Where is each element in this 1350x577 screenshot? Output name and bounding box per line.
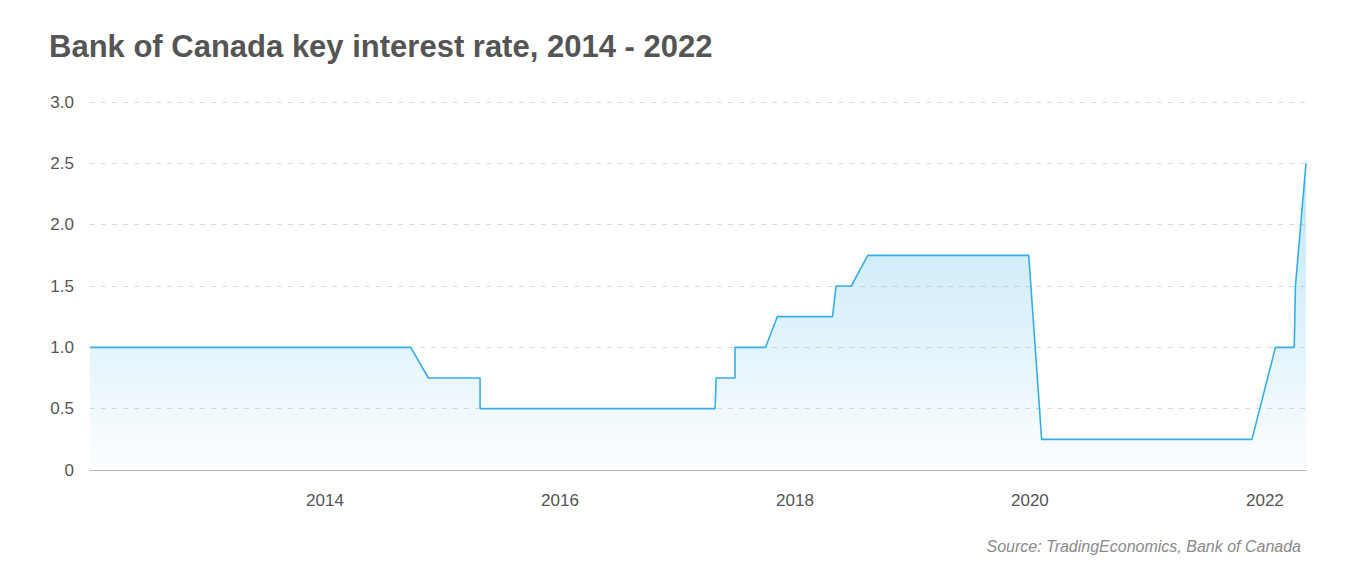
svg-text:0: 0 xyxy=(65,461,74,480)
svg-text:3.0: 3.0 xyxy=(50,93,74,112)
svg-text:1.0: 1.0 xyxy=(50,338,74,357)
svg-text:Source: TradingEconomics, Bank: Source: TradingEconomics, Bank of Canada xyxy=(986,538,1301,555)
svg-text:2.5: 2.5 xyxy=(50,154,74,173)
svg-text:2014: 2014 xyxy=(306,491,344,510)
svg-text:2022: 2022 xyxy=(1246,491,1284,510)
svg-text:0.5: 0.5 xyxy=(50,399,74,418)
svg-text:2018: 2018 xyxy=(776,491,814,510)
svg-text:1.5: 1.5 xyxy=(50,277,74,296)
svg-text:2.0: 2.0 xyxy=(50,215,74,234)
svg-text:2020: 2020 xyxy=(1011,491,1049,510)
svg-text:Bank of Canada key interest ra: Bank of Canada key interest rate, 2014 -… xyxy=(49,29,712,64)
svg-text:2016: 2016 xyxy=(541,491,579,510)
